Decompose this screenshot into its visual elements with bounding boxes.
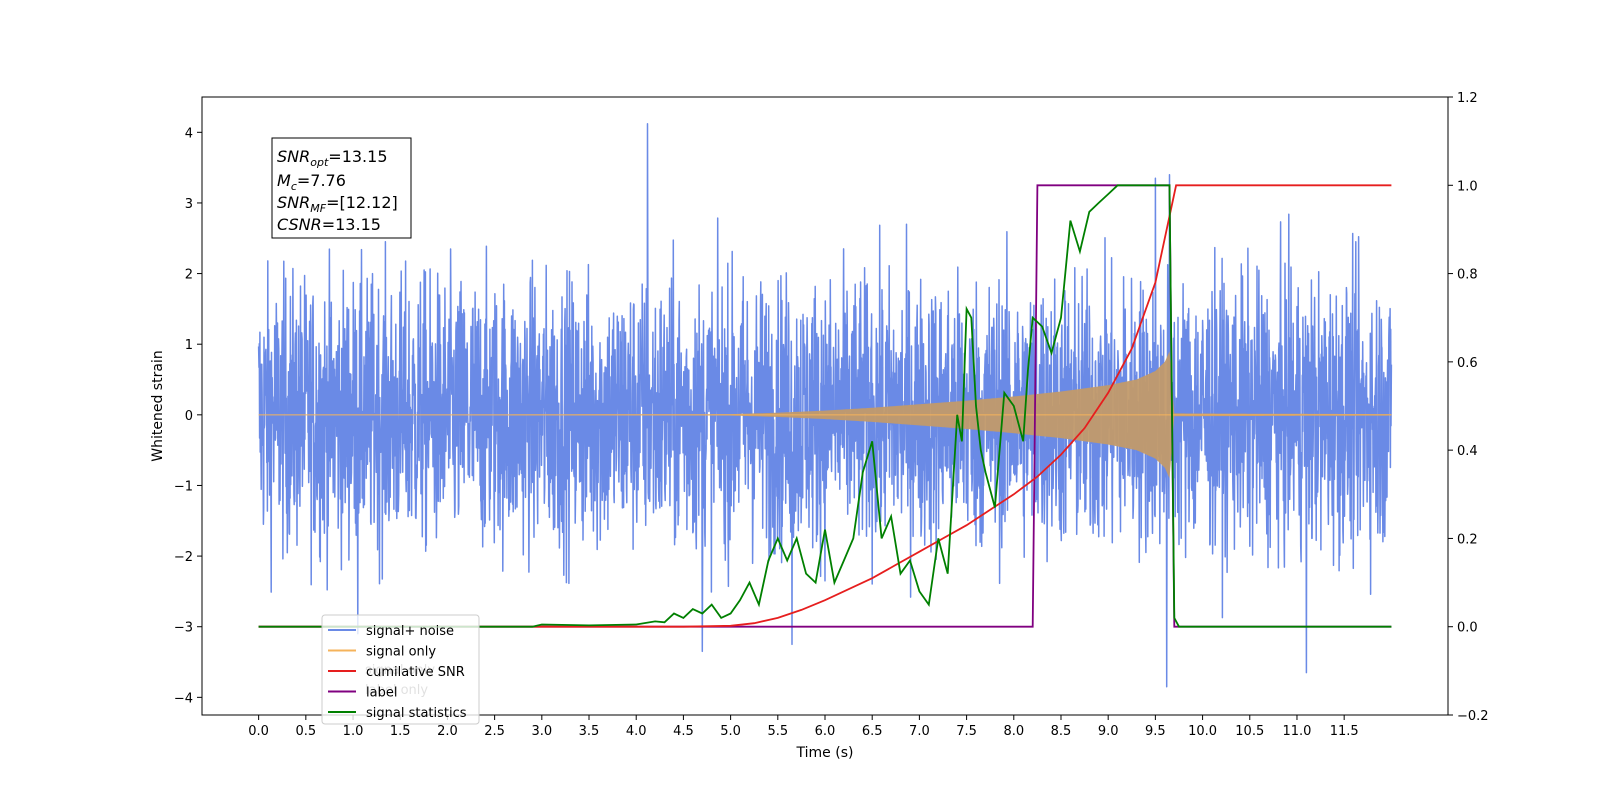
legend-label: signal statistics bbox=[366, 706, 467, 721]
y-left-tick-label: 3 bbox=[185, 197, 193, 212]
series-cumilative-snr-line bbox=[258, 184, 1392, 628]
series-signal-statistics-line bbox=[258, 184, 1392, 628]
y-left-tick-label: −4 bbox=[174, 691, 193, 706]
y-right-tick-label: 0.2 bbox=[1457, 532, 1478, 547]
y-left-tick-label: 2 bbox=[185, 268, 193, 283]
y-left-tick-label: 4 bbox=[185, 126, 193, 141]
legend-frame bbox=[321, 614, 480, 725]
x-tick-label: 8.5 bbox=[1051, 724, 1072, 739]
legend-label: signal+ noise bbox=[366, 624, 454, 639]
annotation-snr-opt: SNRopt=13.15 bbox=[277, 147, 388, 169]
x-tick-label: 9.0 bbox=[1098, 724, 1119, 739]
x-tick-label: 5.0 bbox=[720, 724, 741, 739]
y-right-tick-label: −0.2 bbox=[1457, 709, 1489, 724]
y-left-tick-label: −3 bbox=[174, 621, 193, 636]
x-tick-label: 10.5 bbox=[1235, 724, 1264, 739]
x-tick-label: 6.5 bbox=[862, 724, 883, 739]
x-tick-label: 2.0 bbox=[437, 724, 458, 739]
annotation-box: SNRopt=13.15 Mc=7.76 SNRMF=[12.12] CSNR=… bbox=[271, 137, 412, 239]
x-axis: 0.0 0.5 1.0 1.5 2.0 2.5 3.0 3.5 4.0 4.5 5.0 5.5 6.0 6… bbox=[248, 715, 1359, 739]
y-right-tick-label: 1.0 bbox=[1457, 179, 1478, 194]
legend: signal only label only signal+ noise sign… bbox=[321, 614, 480, 725]
legend-label: cumilative SNR bbox=[366, 665, 465, 680]
x-axis-label: Time (s) bbox=[796, 745, 854, 761]
legend-label: signal only bbox=[366, 645, 436, 660]
x-tick-label: 2.5 bbox=[484, 724, 505, 739]
x-tick-label: 0.0 bbox=[248, 724, 269, 739]
x-tick-label: 3.5 bbox=[579, 724, 600, 739]
x-tick-label: 1.0 bbox=[343, 724, 364, 739]
x-tick-label: 10.0 bbox=[1188, 724, 1217, 739]
legend-label: label bbox=[366, 686, 397, 701]
y-right-tick-label: 0.4 bbox=[1457, 444, 1478, 459]
y-left-tick-label: −1 bbox=[174, 479, 193, 494]
y-right-tick-label: 0.6 bbox=[1457, 356, 1478, 371]
x-tick-label: 7.0 bbox=[909, 724, 930, 739]
x-tick-label: 9.5 bbox=[1145, 724, 1166, 739]
legend-ghost-signal-only: signal only bbox=[365, 663, 435, 678]
annotation-csnr: CSNR=13.15 bbox=[277, 215, 381, 234]
y-left-tick-label: 0 bbox=[185, 409, 193, 424]
annotation-mc: Mc=7.76 bbox=[277, 171, 346, 193]
y-left-tick-label: −2 bbox=[174, 550, 193, 565]
series-signal-noise-line bbox=[257, 123, 1393, 688]
y-axis-right: 1.2 1.0 0.8 0.6 0.4 0.2 0.0 −0.2 bbox=[1448, 91, 1489, 724]
plot-area bbox=[257, 123, 1393, 688]
x-tick-label: 5.5 bbox=[767, 724, 788, 739]
x-tick-label: 4.0 bbox=[626, 724, 647, 739]
x-tick-label: 7.5 bbox=[956, 724, 977, 739]
y-right-tick-label: 0.8 bbox=[1457, 268, 1478, 283]
x-tick-label: 11.5 bbox=[1330, 724, 1359, 739]
x-tick-label: 4.5 bbox=[673, 724, 694, 739]
legend-ghost-label-only: label only bbox=[365, 683, 428, 698]
x-tick-label: 1.5 bbox=[390, 724, 411, 739]
y-left-tick-label: 1 bbox=[185, 338, 193, 353]
x-tick-label: 6.0 bbox=[815, 724, 836, 739]
y-axis-left: 4 3 2 1 0 −1 −2 −3 −4 bbox=[174, 126, 202, 706]
x-tick-label: 0.5 bbox=[295, 724, 316, 739]
annotation-snr-mf: SNRMF=[12.12] bbox=[277, 193, 398, 215]
x-tick-label: 3.0 bbox=[531, 724, 552, 739]
x-tick-label: 11.0 bbox=[1282, 724, 1311, 739]
y-right-tick-label: 1.2 bbox=[1457, 91, 1478, 106]
x-tick-label: 8.0 bbox=[1003, 724, 1024, 739]
y-axis-left-label: Whitened strain bbox=[150, 350, 166, 461]
y-right-tick-label: 0.0 bbox=[1457, 621, 1478, 636]
